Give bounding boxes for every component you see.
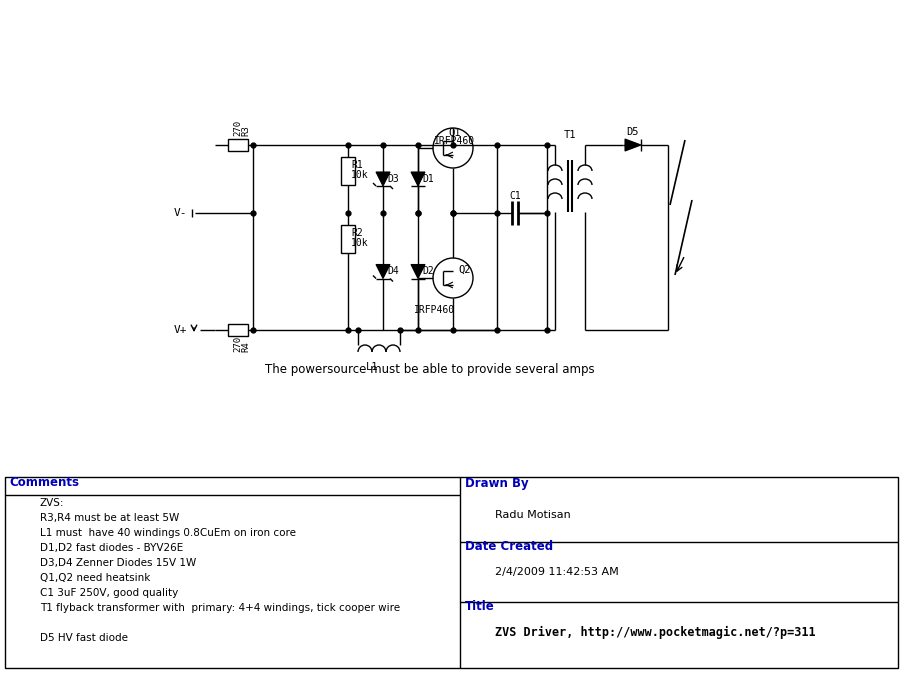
Text: D3: D3 (387, 174, 399, 184)
Text: Q1,Q2 need heatsink: Q1,Q2 need heatsink (40, 573, 151, 583)
Text: R3: R3 (241, 125, 250, 136)
Text: D3,D4 Zenner Diodes 15V 1W: D3,D4 Zenner Diodes 15V 1W (40, 558, 196, 568)
Polygon shape (624, 139, 640, 151)
Text: 270: 270 (233, 120, 242, 136)
Text: ZVS Driver, http://www.pocketmagic.net/?p=311: ZVS Driver, http://www.pocketmagic.net/?… (494, 625, 815, 638)
Text: C1: C1 (509, 191, 520, 201)
Text: The powersource must be able to provide several amps: The powersource must be able to provide … (265, 364, 594, 377)
Text: R3,R4 must be at least 5W: R3,R4 must be at least 5W (40, 513, 179, 523)
Bar (341, 225, 354, 253)
Text: D5: D5 (626, 127, 639, 137)
Text: D1: D1 (421, 174, 433, 184)
Text: IRFP460: IRFP460 (414, 305, 455, 315)
Text: D1,D2 fast diodes - BYV26E: D1,D2 fast diodes - BYV26E (40, 543, 183, 553)
Text: R4: R4 (241, 341, 250, 352)
Text: Q2: Q2 (457, 265, 470, 275)
Text: IRFP460: IRFP460 (434, 136, 475, 146)
Text: R1: R1 (351, 160, 363, 170)
Text: ZVS:: ZVS: (40, 498, 64, 508)
Text: Drawn By: Drawn By (465, 477, 528, 489)
Text: Q1: Q1 (448, 128, 461, 138)
Bar (227, 139, 248, 151)
Text: Comments: Comments (9, 477, 78, 489)
Text: C1 3uF 250V, good quality: C1 3uF 250V, good quality (40, 588, 178, 598)
Text: R2: R2 (351, 228, 363, 238)
Text: T1: T1 (563, 130, 575, 140)
Text: Title: Title (465, 600, 494, 613)
Text: L1 must  have 40 windings 0.8CuEm on iron core: L1 must have 40 windings 0.8CuEm on iron… (40, 528, 296, 538)
Text: D2: D2 (421, 266, 433, 276)
Polygon shape (375, 264, 390, 278)
Text: V+: V+ (174, 325, 188, 335)
Text: V-: V- (174, 208, 188, 218)
Bar (5, 477, 897, 668)
Text: 270: 270 (233, 336, 242, 352)
Polygon shape (410, 264, 425, 278)
Polygon shape (410, 172, 425, 186)
Text: Date Created: Date Created (465, 541, 553, 554)
Polygon shape (375, 172, 390, 186)
Bar (227, 324, 248, 336)
Text: T1 flyback transformer with  primary: 4+4 windings, tick cooper wire: T1 flyback transformer with primary: 4+4… (40, 603, 400, 613)
Text: D4: D4 (387, 266, 399, 276)
Text: D5 HV fast diode: D5 HV fast diode (40, 633, 128, 643)
Bar (341, 157, 354, 185)
Text: 10k: 10k (351, 170, 368, 180)
Text: 10k: 10k (351, 238, 368, 248)
Text: L1: L1 (365, 362, 378, 372)
Text: 2/4/2009 11:42:53 AM: 2/4/2009 11:42:53 AM (494, 567, 618, 577)
Text: Radu Motisan: Radu Motisan (494, 510, 570, 520)
